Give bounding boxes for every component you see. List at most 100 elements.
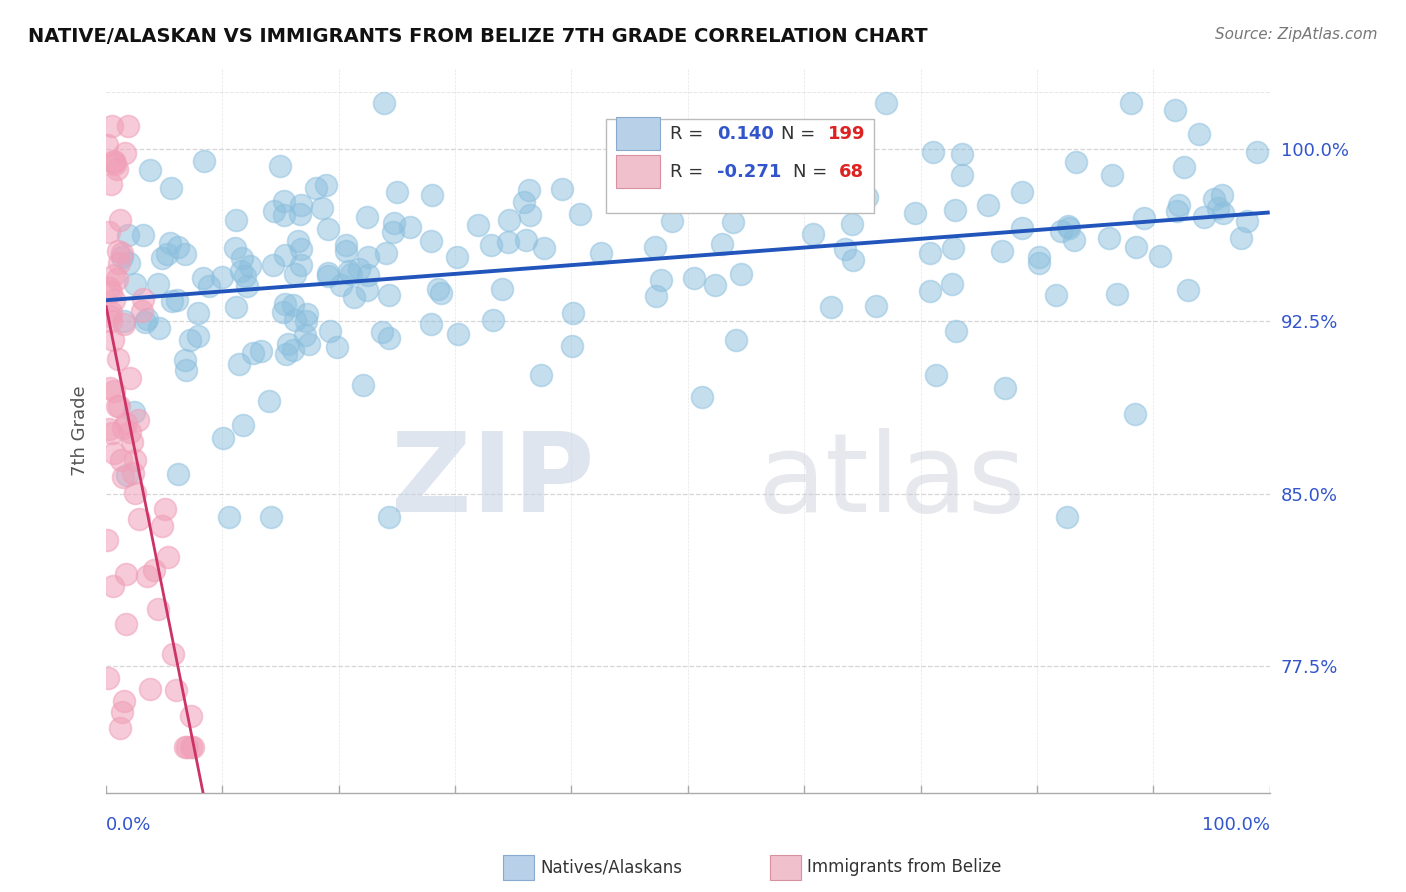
Point xyxy=(1125,240,1147,254)
Point xyxy=(176,739,198,754)
Point xyxy=(315,178,337,192)
Text: 199: 199 xyxy=(828,125,865,143)
Point xyxy=(124,485,146,500)
Point xyxy=(274,297,297,311)
Point xyxy=(181,739,204,754)
Point xyxy=(1028,256,1050,270)
Point xyxy=(513,195,536,210)
Point xyxy=(375,246,398,260)
Point xyxy=(1063,233,1085,247)
Point xyxy=(357,268,380,283)
Point xyxy=(326,340,349,354)
Point xyxy=(398,219,420,234)
Point xyxy=(166,239,188,253)
Point xyxy=(112,317,135,331)
Point xyxy=(925,368,948,383)
Point xyxy=(100,314,122,328)
Point xyxy=(290,242,312,256)
Point xyxy=(918,284,941,298)
Point xyxy=(238,260,260,274)
Point xyxy=(120,371,142,385)
Point xyxy=(941,277,963,291)
Point xyxy=(340,267,363,281)
Point xyxy=(105,271,128,285)
Point xyxy=(165,683,187,698)
Point xyxy=(104,157,127,171)
Point xyxy=(1246,145,1268,159)
Point xyxy=(103,268,125,282)
Point xyxy=(568,207,591,221)
Point xyxy=(430,285,453,300)
Text: 0.140: 0.140 xyxy=(717,125,773,143)
Point xyxy=(1206,201,1229,215)
Point xyxy=(148,601,170,615)
Point xyxy=(673,188,696,202)
Point xyxy=(128,512,150,526)
Point xyxy=(115,416,138,430)
Point xyxy=(225,300,247,314)
Point xyxy=(356,211,378,225)
Point xyxy=(865,299,887,313)
Point xyxy=(950,146,973,161)
Point xyxy=(134,314,156,328)
Point xyxy=(661,186,683,200)
Point xyxy=(1101,168,1123,182)
Point xyxy=(115,567,138,582)
Point xyxy=(98,281,121,295)
Point xyxy=(1168,198,1191,212)
Point xyxy=(142,563,165,577)
Point xyxy=(311,201,333,215)
FancyBboxPatch shape xyxy=(606,120,875,213)
Point xyxy=(1059,220,1081,235)
Text: Immigrants from Belize: Immigrants from Belize xyxy=(807,858,1001,876)
Point xyxy=(103,446,125,460)
Point xyxy=(153,502,176,516)
Point xyxy=(1149,249,1171,263)
Point xyxy=(224,241,246,255)
Point xyxy=(100,177,122,191)
Point xyxy=(103,153,125,168)
Point xyxy=(711,236,734,251)
Point xyxy=(193,153,215,168)
Point xyxy=(479,238,502,252)
Point xyxy=(427,282,450,296)
Point xyxy=(589,245,612,260)
Point xyxy=(841,253,863,268)
Point xyxy=(378,331,401,345)
Point xyxy=(1045,288,1067,302)
Point xyxy=(108,399,131,413)
Point xyxy=(1098,231,1121,245)
Y-axis label: 7th Grade: 7th Grade xyxy=(72,385,89,475)
Point xyxy=(97,671,120,685)
Point xyxy=(250,344,273,359)
Text: 100.0%: 100.0% xyxy=(1202,815,1270,834)
Point xyxy=(335,244,357,258)
Point xyxy=(950,169,973,183)
Point xyxy=(661,213,683,227)
Point xyxy=(101,425,124,440)
Point xyxy=(107,352,129,367)
Point xyxy=(1011,220,1033,235)
FancyBboxPatch shape xyxy=(616,117,659,150)
Point xyxy=(283,343,305,358)
Point xyxy=(235,268,257,283)
Point xyxy=(382,225,405,239)
Point xyxy=(1192,210,1215,224)
Point xyxy=(352,377,374,392)
Point xyxy=(176,363,198,377)
Point xyxy=(1164,103,1187,118)
Point xyxy=(343,289,366,303)
Point xyxy=(724,334,747,348)
Point xyxy=(834,242,856,256)
Point xyxy=(100,119,122,133)
Point xyxy=(287,234,309,248)
Point xyxy=(316,269,339,284)
Point xyxy=(103,579,125,593)
Point xyxy=(294,314,316,328)
Point xyxy=(187,305,209,319)
Text: Natives/Alaskans: Natives/Alaskans xyxy=(540,858,682,876)
Point xyxy=(1211,188,1233,202)
Point xyxy=(631,165,654,179)
Point xyxy=(174,739,197,754)
Point xyxy=(121,435,143,450)
